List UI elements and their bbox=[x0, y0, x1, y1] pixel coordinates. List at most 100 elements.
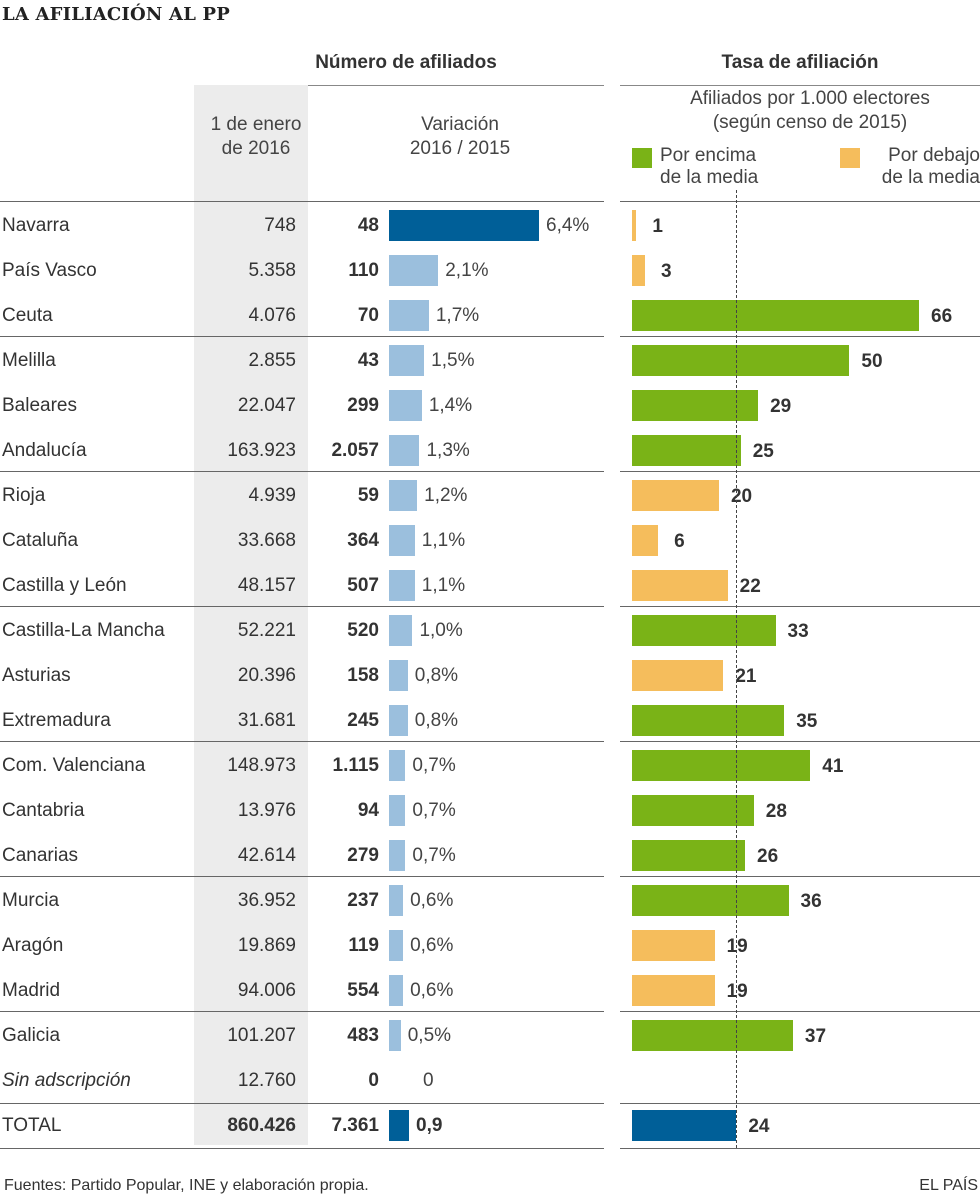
legend-above-label: Por encima de la media bbox=[660, 145, 758, 189]
region-name-pais-vasco: País Vasco bbox=[2, 260, 97, 281]
table-row bbox=[0, 1058, 980, 1103]
variation-bar bbox=[389, 930, 404, 961]
rate-bar bbox=[632, 1110, 737, 1141]
members-value: 4.076 bbox=[248, 305, 296, 326]
members-column-shading bbox=[194, 85, 308, 1145]
variation-bar bbox=[389, 210, 539, 241]
rate-bar bbox=[632, 615, 776, 646]
members-value: 94.006 bbox=[237, 980, 296, 1001]
rate-label: 29 bbox=[770, 396, 792, 417]
table-rule bbox=[0, 1103, 604, 1104]
rate-label: 26 bbox=[757, 846, 779, 867]
variation-value: 364 bbox=[347, 530, 379, 551]
variation-bar bbox=[389, 1110, 409, 1141]
rate-label: 36 bbox=[800, 891, 822, 912]
region-name-galicia: Galicia bbox=[2, 1025, 61, 1046]
table-row bbox=[0, 923, 980, 968]
variation-percent: 1,3% bbox=[426, 440, 470, 461]
table-rule bbox=[0, 1148, 604, 1149]
members-value: 42.614 bbox=[237, 845, 296, 866]
row-group-separator bbox=[620, 741, 980, 742]
rate-label: 1 bbox=[652, 216, 663, 237]
row-group-separator bbox=[620, 336, 980, 337]
total-row bbox=[0, 1103, 980, 1148]
variation-header-line-2: 2016 / 2015 bbox=[409, 138, 511, 159]
region-name-aragon: Aragón bbox=[2, 935, 64, 956]
table-row bbox=[0, 383, 980, 428]
rate-bar bbox=[632, 750, 811, 781]
rate-bar bbox=[632, 930, 715, 961]
variation-percent: 1,4% bbox=[428, 395, 473, 416]
variation-value: 554 bbox=[347, 980, 379, 1001]
table-row bbox=[0, 248, 980, 293]
variation-bar bbox=[389, 435, 420, 466]
variation-value: 483 bbox=[347, 1025, 379, 1046]
rate-label: 37 bbox=[804, 1026, 827, 1047]
variation-column-header: Variación 2016 / 2015 bbox=[360, 113, 560, 161]
table-row bbox=[0, 1013, 980, 1058]
region-name-ceuta: Ceuta bbox=[2, 305, 53, 326]
members-value: 748 bbox=[264, 215, 296, 236]
variation-value: 279 bbox=[347, 845, 379, 866]
members-value: 101.207 bbox=[227, 1025, 296, 1046]
rate-header-rule bbox=[620, 85, 980, 86]
table-row bbox=[0, 518, 980, 563]
members-value: 33.668 bbox=[237, 530, 296, 551]
variation-percent: 0,6% bbox=[410, 890, 454, 911]
rate-label: 66 bbox=[931, 306, 953, 327]
rate-label: 24 bbox=[748, 1116, 770, 1137]
date-header-line-1: 1 de enero bbox=[210, 114, 302, 135]
variation-percent: 0,7% bbox=[412, 800, 456, 821]
region-name-baleares: Baleares bbox=[2, 395, 77, 416]
rate-bar bbox=[632, 660, 724, 691]
row-group-separator bbox=[0, 471, 604, 472]
rate-bar bbox=[632, 300, 919, 331]
variation-value: 7.361 bbox=[331, 1115, 379, 1136]
variation-percent: 1,0% bbox=[419, 620, 463, 641]
members-value: 148.973 bbox=[227, 755, 296, 776]
region-name-cataluna: Cataluña bbox=[2, 530, 79, 551]
rate-label: 20 bbox=[730, 486, 753, 507]
variation-value: 70 bbox=[357, 305, 379, 326]
variation-value: 158 bbox=[347, 665, 379, 686]
variation-percent: 6,4% bbox=[546, 215, 590, 236]
table-row bbox=[0, 653, 980, 698]
legend-above-line-2: de la media bbox=[660, 167, 759, 188]
variation-bar bbox=[389, 840, 406, 871]
table-row bbox=[0, 563, 980, 608]
variation-value: 2.057 bbox=[331, 440, 379, 461]
variation-bar bbox=[389, 390, 422, 421]
region-name-madrid: Madrid bbox=[2, 980, 61, 1001]
members-value: 22.047 bbox=[237, 395, 296, 416]
table-row bbox=[0, 788, 980, 833]
rate-bar bbox=[632, 705, 785, 736]
rate-group-header: Tasa de afiliación bbox=[721, 52, 879, 73]
members-value: 12.760 bbox=[237, 1070, 296, 1091]
region-name-castilla-y-leon: Castilla y León bbox=[2, 575, 127, 596]
variation-percent: 0,9 bbox=[416, 1115, 443, 1136]
source-note: Fuentes: Partido Popular, INE y elaborac… bbox=[4, 1177, 369, 1194]
variation-percent: 0,7% bbox=[412, 845, 456, 866]
members-value: 52.221 bbox=[237, 620, 296, 641]
variation-bar bbox=[389, 975, 404, 1006]
row-group-separator bbox=[620, 1011, 980, 1012]
region-name-melilla: Melilla bbox=[2, 350, 56, 371]
members-value: 13.976 bbox=[237, 800, 296, 821]
variation-value: 237 bbox=[347, 890, 379, 911]
variation-value: 110 bbox=[348, 260, 379, 281]
row-group-separator bbox=[620, 471, 980, 472]
variation-value: 119 bbox=[348, 935, 379, 956]
members-value: 4.939 bbox=[248, 485, 296, 506]
rate-bar bbox=[632, 840, 746, 871]
brand-label: EL PAÍS bbox=[919, 1177, 978, 1194]
row-group-separator bbox=[620, 876, 980, 877]
row-group-separator bbox=[0, 741, 604, 742]
row-group-separator bbox=[620, 606, 980, 607]
variation-value: 48 bbox=[357, 215, 379, 236]
legend-below-label: Por debajo de la media bbox=[868, 145, 980, 189]
variation-bar bbox=[389, 660, 408, 691]
variation-percent: 0 bbox=[423, 1070, 434, 1091]
rate-label: 33 bbox=[787, 621, 809, 642]
rate-bar bbox=[632, 885, 789, 916]
variation-percent: 2,1% bbox=[445, 260, 489, 281]
